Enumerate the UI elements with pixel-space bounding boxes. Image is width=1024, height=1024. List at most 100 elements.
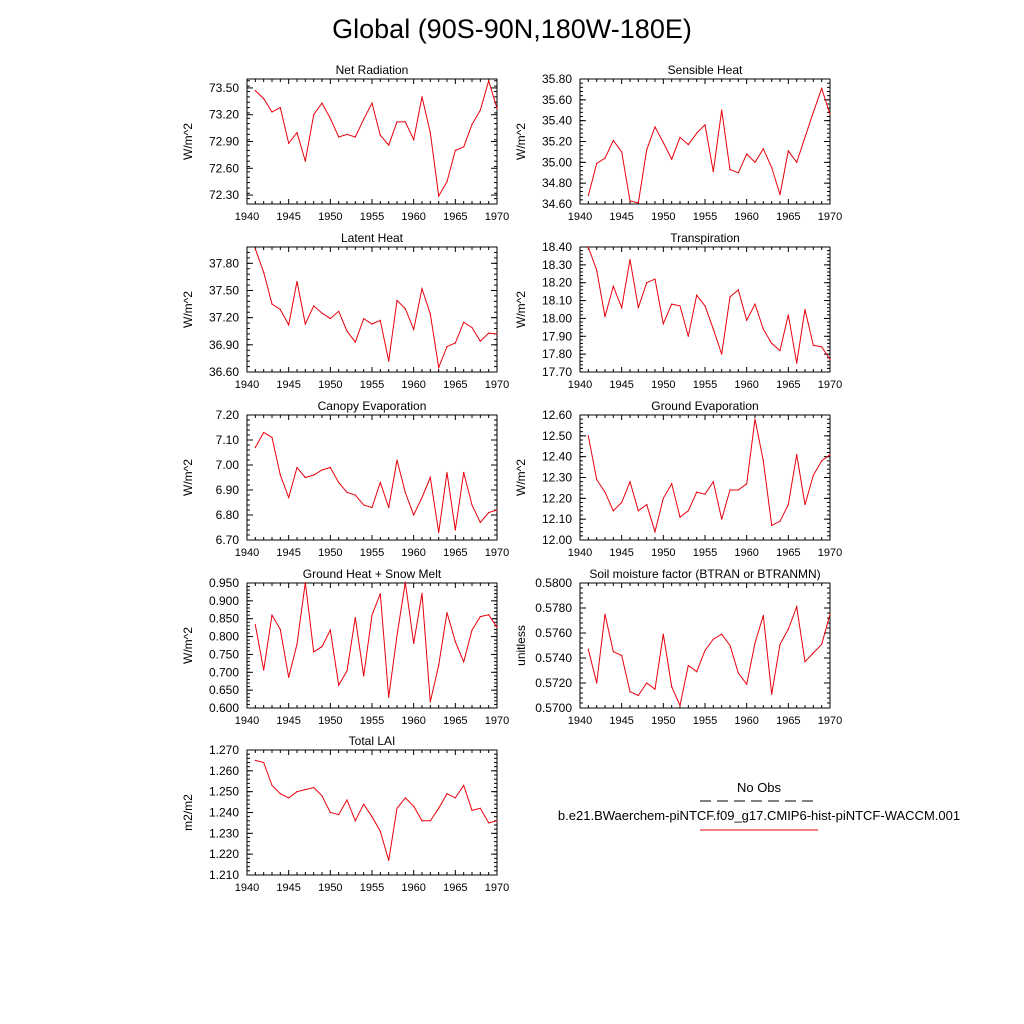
data-point <box>271 303 273 305</box>
data-point <box>446 346 448 348</box>
series-line <box>254 431 498 533</box>
data-point <box>321 645 323 648</box>
data-point <box>321 795 323 797</box>
data-point <box>621 501 623 504</box>
data-point <box>313 474 315 476</box>
data-point <box>254 624 256 626</box>
y-tick-label: 12.20 <box>542 491 572 505</box>
data-point <box>388 360 390 362</box>
data-point <box>313 114 315 116</box>
plot-frame <box>579 78 831 205</box>
data-point <box>646 503 648 506</box>
y-tick-label: 34.80 <box>542 176 572 190</box>
x-tick-label: 1960 <box>734 715 758 727</box>
y-axis-label: W/m^2 <box>181 123 195 160</box>
x-tick-label: 1965 <box>443 379 467 391</box>
data-point <box>304 476 306 479</box>
x-tick-label: 1955 <box>693 547 717 559</box>
data-point <box>679 704 681 707</box>
data-point <box>413 642 415 644</box>
data-point <box>679 136 681 138</box>
data-point <box>438 807 440 809</box>
x-tick-label: 1960 <box>401 211 425 223</box>
y-tick-label: 7.20 <box>216 408 240 422</box>
data-point <box>471 327 473 329</box>
y-tick-label: 1.250 <box>209 785 239 799</box>
data-point <box>454 797 456 799</box>
data-point <box>587 246 589 248</box>
data-point <box>263 761 265 764</box>
y-tick-label: 35.20 <box>542 135 572 149</box>
data-point <box>746 153 748 155</box>
y-tick-label: 37.20 <box>209 311 239 325</box>
data-point <box>304 160 306 162</box>
data-point <box>796 606 798 608</box>
x-tick-label: 1970 <box>485 715 509 727</box>
data-point <box>371 614 373 616</box>
data-point <box>721 633 723 635</box>
data-point <box>471 629 473 631</box>
data-point <box>329 466 331 469</box>
y-tick-label: 12.40 <box>542 450 572 464</box>
data-point <box>288 142 290 144</box>
data-point <box>787 503 789 506</box>
data-point <box>637 510 639 512</box>
data-point <box>604 613 606 615</box>
data-point <box>804 308 806 311</box>
x-tick-label: 1970 <box>485 547 509 559</box>
data-point <box>596 682 598 684</box>
data-point <box>746 683 748 685</box>
y-tick-label: 36.90 <box>209 338 239 352</box>
x-tick-label: 1955 <box>693 715 717 727</box>
x-tick-label: 1960 <box>401 882 425 894</box>
data-point <box>488 332 490 334</box>
series-line <box>254 248 498 370</box>
data-point <box>463 784 465 787</box>
x-tick-label: 1965 <box>776 715 800 727</box>
y-axis-label: W/m^2 <box>181 627 195 664</box>
data-point <box>279 106 281 109</box>
data-point <box>479 615 481 618</box>
y-tick-label: 12.00 <box>542 533 572 547</box>
panel-title: Ground Evaporation <box>651 399 758 413</box>
data-point <box>354 617 356 619</box>
data-point <box>687 510 689 512</box>
data-point <box>354 820 356 822</box>
y-tick-label: 17.70 <box>542 365 572 379</box>
x-tick-label: 1965 <box>443 882 467 894</box>
data-point <box>346 133 348 135</box>
y-axis-label: W/m^2 <box>514 123 528 160</box>
x-tick-label: 1945 <box>276 882 300 894</box>
x-tick-label: 1940 <box>568 379 592 391</box>
y-tick-label: 35.40 <box>542 114 572 128</box>
data-point <box>796 161 798 163</box>
data-point <box>254 90 256 92</box>
data-point <box>396 634 398 637</box>
data-point <box>704 493 706 495</box>
panel-sensible-heat: Sensible Heat W/m^2 1940 1945 1950 1955 1960 19… <box>514 63 842 223</box>
data-point <box>629 200 631 202</box>
data-point <box>329 811 331 814</box>
data-point <box>679 305 681 307</box>
data-point <box>496 107 498 110</box>
y-tick-label: 0.700 <box>209 665 239 679</box>
data-point <box>346 330 348 332</box>
data-point <box>804 136 806 138</box>
data-point <box>762 614 764 617</box>
panel-ground-heat-snow-melt: Ground Heat + Snow Melt W/m^2 1940 1945 1950… <box>181 567 509 727</box>
x-tick-label: 1945 <box>609 211 633 223</box>
data-point <box>363 675 365 677</box>
data-point <box>612 510 614 512</box>
x-tick-label: 1960 <box>734 211 758 223</box>
x-tick-label: 1950 <box>651 547 675 559</box>
y-tick-label: 1.220 <box>209 847 239 861</box>
data-point <box>296 280 298 283</box>
x-tick-label: 1965 <box>443 547 467 559</box>
data-point <box>321 312 323 314</box>
data-point <box>429 313 431 315</box>
data-point <box>313 305 315 307</box>
data-point <box>646 282 648 284</box>
y-tick-label: 0.900 <box>209 594 239 608</box>
x-tick-label: 1945 <box>276 715 300 727</box>
data-point <box>479 807 481 809</box>
